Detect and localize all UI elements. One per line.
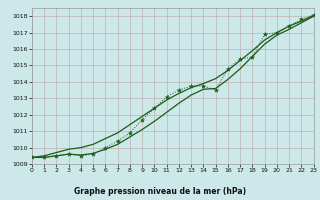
Text: Graphe pression niveau de la mer (hPa): Graphe pression niveau de la mer (hPa) (74, 187, 246, 196)
